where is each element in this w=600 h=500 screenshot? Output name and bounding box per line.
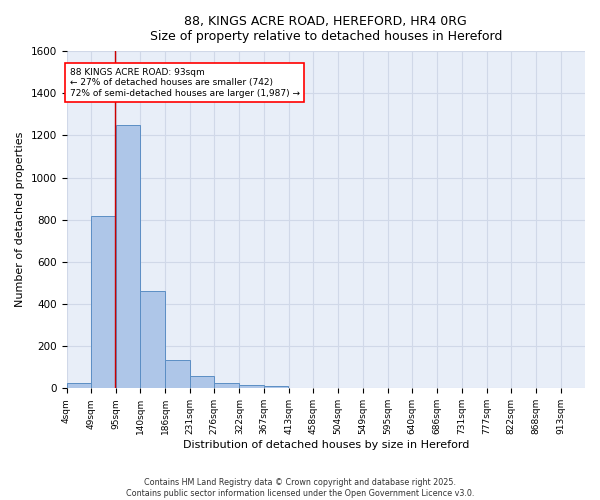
- Title: 88, KINGS ACRE ROAD, HEREFORD, HR4 0RG
Size of property relative to detached hou: 88, KINGS ACRE ROAD, HEREFORD, HR4 0RG S…: [149, 15, 502, 43]
- Bar: [166, 360, 190, 388]
- Bar: [140, 292, 165, 388]
- Bar: [91, 216, 115, 388]
- Bar: [190, 376, 214, 388]
- Text: 88 KINGS ACRE ROAD: 93sqm
← 27% of detached houses are smaller (742)
72% of semi: 88 KINGS ACRE ROAD: 93sqm ← 27% of detac…: [70, 68, 300, 98]
- Bar: [67, 383, 91, 388]
- Bar: [214, 383, 239, 388]
- Bar: [239, 386, 264, 388]
- Bar: [264, 386, 288, 388]
- Text: Contains HM Land Registry data © Crown copyright and database right 2025.
Contai: Contains HM Land Registry data © Crown c…: [126, 478, 474, 498]
- X-axis label: Distribution of detached houses by size in Hereford: Distribution of detached houses by size …: [182, 440, 469, 450]
- Y-axis label: Number of detached properties: Number of detached properties: [15, 132, 25, 308]
- Bar: [116, 125, 140, 388]
